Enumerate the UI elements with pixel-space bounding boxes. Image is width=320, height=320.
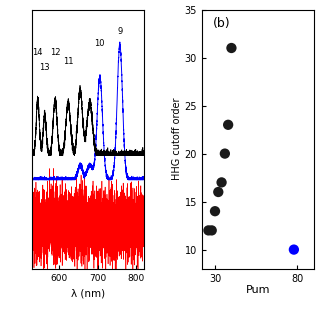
Text: 9: 9 xyxy=(117,27,123,36)
Point xyxy=(219,180,224,185)
Point xyxy=(291,247,296,252)
Point xyxy=(212,209,218,214)
Text: 13: 13 xyxy=(39,63,50,72)
X-axis label: λ (nm): λ (nm) xyxy=(71,288,105,298)
Text: 12: 12 xyxy=(50,48,60,57)
Point xyxy=(216,189,221,195)
Point xyxy=(209,228,214,233)
Text: 14: 14 xyxy=(33,48,43,57)
Point xyxy=(206,228,211,233)
Y-axis label: HHG cutoff order: HHG cutoff order xyxy=(172,98,182,180)
Text: 10: 10 xyxy=(95,39,105,48)
Point xyxy=(229,45,234,51)
Point xyxy=(226,122,231,127)
X-axis label: Pum: Pum xyxy=(245,285,270,295)
Point xyxy=(222,151,228,156)
Text: 11: 11 xyxy=(63,57,74,66)
Text: (b): (b) xyxy=(213,17,231,30)
